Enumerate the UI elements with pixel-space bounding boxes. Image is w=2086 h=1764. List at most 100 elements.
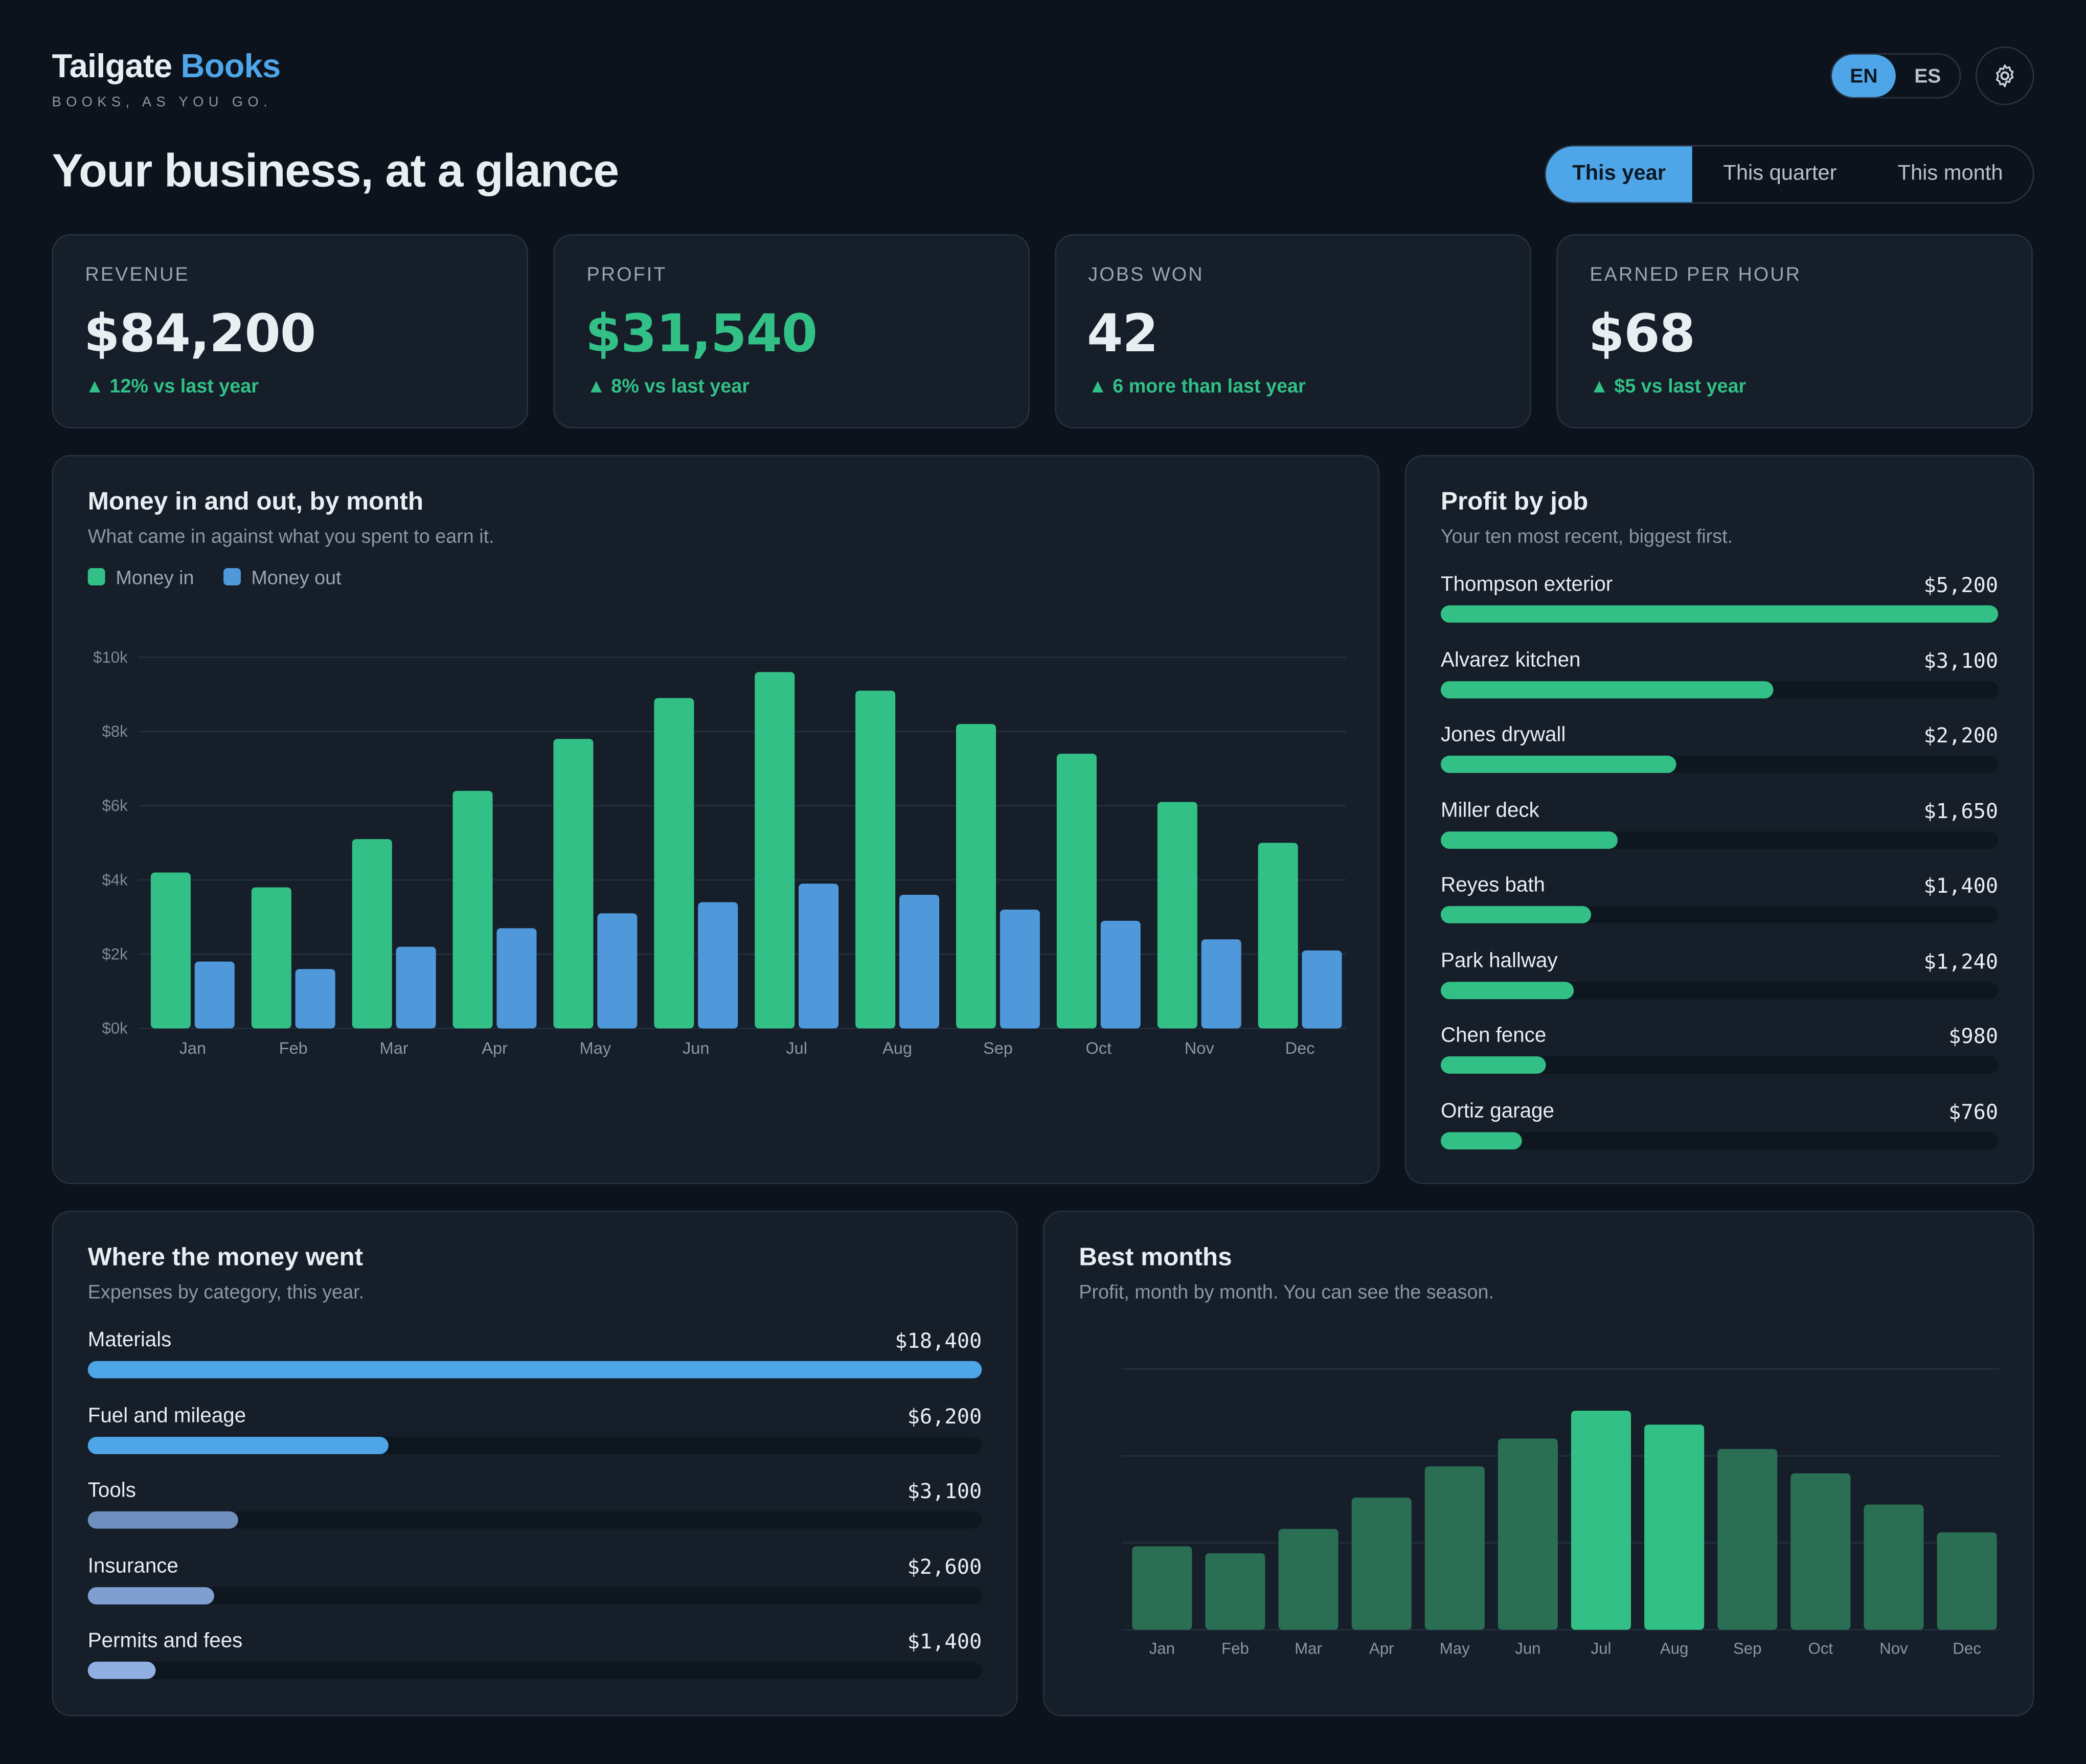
bar-track <box>87 1361 982 1378</box>
kpi-card-revenue: REVENUE $84,200 ▲ 12% vs last year <box>52 234 528 428</box>
brand-tagline: BOOKS, AS YOU GO. <box>52 94 273 110</box>
x-tick-label: Oct <box>1808 1639 1833 1657</box>
bar-profit <box>1571 1411 1631 1630</box>
x-tick-label: May <box>580 1039 611 1057</box>
bar-fill <box>1440 1056 1546 1074</box>
row-label: Insurance <box>87 1554 178 1577</box>
bar-track <box>1440 680 1999 698</box>
row-label: Thompson exterior <box>1440 573 1613 596</box>
kpi-delta: ▲ 12% vs last year <box>85 376 259 398</box>
money-in-out-chart: $0k $2k $4k $6k $8k $10k Jan Feb Mar Apr May Jun Jul… <box>93 648 1347 1057</box>
legend-item-money-out: Money out <box>223 568 342 590</box>
bar-money-out <box>194 961 235 1029</box>
bar-row: Thompson exterior $5,200 <box>1440 573 1999 629</box>
bar-money-out <box>698 902 738 1029</box>
panel-title: Where the money went <box>87 1243 364 1272</box>
bar-profit <box>1790 1473 1851 1630</box>
bar-fill <box>87 1511 239 1529</box>
x-tick-label: Jul <box>1591 1639 1612 1657</box>
bar-profit <box>1132 1546 1192 1630</box>
bar-money-out <box>295 969 335 1029</box>
kpi-value: $31,540 <box>585 304 818 365</box>
bar-row: Reyes bath $1,400 <box>1440 874 1999 930</box>
x-tick-label: Jun <box>1515 1639 1540 1657</box>
bar-track <box>1440 830 1999 848</box>
x-tick-label: Jan <box>1149 1639 1175 1657</box>
legend-item-money-in: Money in <box>87 568 194 590</box>
y-tick-label: $0k <box>102 1020 128 1037</box>
tab-this-quarter[interactable]: This quarter <box>1723 162 1837 185</box>
lang-en-button[interactable]: EN <box>1831 54 1896 97</box>
x-tick-label: Jan <box>179 1039 206 1057</box>
bar-row: Miller deck $1,650 <box>1440 799 1999 855</box>
row-amount: $3,100 <box>1923 648 1999 673</box>
x-tick-label: Nov <box>1185 1039 1215 1057</box>
bar-fill <box>1440 981 1574 999</box>
row-label: Alvarez kitchen <box>1440 648 1581 671</box>
x-tick-label: Jun <box>683 1039 709 1057</box>
settings-button[interactable] <box>1975 47 2034 105</box>
row-label: Chen fence <box>1440 1024 1547 1047</box>
lang-es-button[interactable]: ES <box>1914 64 1941 87</box>
x-tick-label: Dec <box>1953 1639 1981 1657</box>
row-label: Miller deck <box>1440 799 1539 822</box>
bar-fill <box>1440 680 1773 698</box>
page-title: Your business, at a glance <box>52 145 619 197</box>
x-tick-label: Nov <box>1879 1639 1908 1657</box>
panel-subtitle: Your ten most recent, biggest first. <box>1440 527 1733 549</box>
row-amount: $1,240 <box>1923 949 1999 974</box>
row-amount: $2,200 <box>1923 723 1999 748</box>
bar-track <box>1440 755 1999 773</box>
bar-fill <box>87 1436 389 1454</box>
bar-row: Jones drywall $2,200 <box>1440 723 1999 779</box>
x-tick-label: Feb <box>279 1039 308 1057</box>
row-label: Park hallway <box>1440 949 1558 972</box>
bar-money-out <box>496 928 537 1029</box>
x-tick-label: Aug <box>1660 1639 1689 1657</box>
panel-subtitle: Expenses by category, this year. <box>87 1282 365 1304</box>
row-amount: $760 <box>1948 1099 1999 1124</box>
bar-profit <box>1937 1532 1997 1630</box>
x-tick-label: Apr <box>482 1039 508 1057</box>
legend-label: Money in <box>116 568 194 590</box>
bar-track <box>1440 981 1999 999</box>
bar-track <box>1440 1132 1999 1149</box>
bar-row: Ortiz garage $760 <box>1440 1099 1999 1156</box>
bar-profit <box>1498 1438 1558 1630</box>
tab-this-month[interactable]: This month <box>1897 162 2003 185</box>
bar-profit <box>1644 1424 1705 1630</box>
row-label: Ortiz garage <box>1440 1099 1554 1122</box>
bar-track <box>87 1661 982 1679</box>
row-amount: $6,200 <box>907 1404 982 1429</box>
row-label: Materials <box>87 1329 172 1352</box>
bar-track <box>1440 605 1999 623</box>
x-tick-label: Oct <box>1086 1039 1112 1057</box>
panel-subtitle: Profit, month by month. You can see the … <box>1079 1282 1494 1304</box>
y-tick-label: $2k <box>102 945 128 963</box>
bar-track <box>87 1436 982 1454</box>
bar-money-in <box>452 790 493 1029</box>
bar-money-in <box>1157 802 1197 1029</box>
language-toggle[interactable]: EN ES <box>1830 53 1961 99</box>
row-amount: $3,100 <box>907 1479 982 1504</box>
x-tick-label: Dec <box>1285 1039 1315 1057</box>
y-tick-label: $10k <box>93 648 128 666</box>
row-amount: $980 <box>1948 1024 1999 1049</box>
bar-money-in <box>1258 843 1298 1029</box>
bar-profit <box>1717 1449 1778 1630</box>
brand-logo: Tailgate Books <box>52 48 281 86</box>
bar-money-in <box>654 698 694 1029</box>
expenses-panel: Where the money went Expenses by categor… <box>52 1210 1018 1716</box>
bar-money-out <box>597 913 638 1029</box>
bar-row: Fuel and mileage $6,200 <box>87 1404 982 1460</box>
date-range-tabs[interactable]: This year This quarter This month <box>1544 145 2034 204</box>
kpi-label: EARNED PER HOUR <box>1590 264 1802 286</box>
bar-fill <box>87 1361 982 1378</box>
tab-this-year[interactable]: This year <box>1546 146 1692 202</box>
bar-money-in <box>1056 754 1097 1029</box>
bar-money-in <box>855 690 896 1029</box>
row-label: Reyes bath <box>1440 874 1546 897</box>
bar-row: Materials $18,400 <box>87 1329 982 1385</box>
bar-fill <box>1440 755 1677 773</box>
legend-label: Money out <box>251 568 342 590</box>
